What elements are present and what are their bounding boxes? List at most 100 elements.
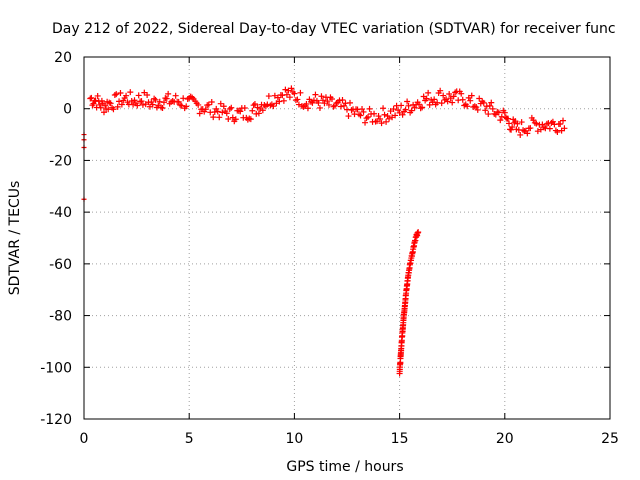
data-point: [303, 100, 310, 107]
data-point: [250, 102, 257, 109]
data-point: [98, 97, 105, 104]
data-point: [546, 125, 553, 132]
data-point: [324, 98, 331, 105]
data-point: [271, 92, 278, 99]
data-point: [377, 115, 384, 122]
data-point: [360, 108, 367, 115]
data-point: [237, 108, 244, 115]
data-point: [446, 91, 453, 98]
data-point: [304, 105, 311, 112]
data-point: [205, 101, 212, 108]
x-tick-label: 25: [601, 431, 619, 447]
data-point: [497, 117, 504, 124]
data-point: [97, 104, 104, 111]
data-point: [100, 109, 107, 116]
data-point: [229, 114, 236, 121]
data-point: [312, 91, 319, 98]
data-point: [517, 131, 524, 138]
x-tick-label: 10: [285, 431, 303, 447]
data-point: [152, 96, 159, 103]
data-point: [321, 100, 328, 107]
data-point: [366, 105, 373, 112]
data-point: [383, 118, 390, 125]
data-point: [474, 106, 481, 113]
data-point: [172, 92, 179, 99]
data-point: [423, 95, 430, 102]
data-point: [485, 111, 492, 118]
data-point: [114, 103, 121, 110]
data-point: [105, 106, 112, 113]
data-point: [116, 98, 123, 105]
y-axis-label: SDTVAR / TECUs: [7, 181, 23, 296]
data-point: [110, 106, 117, 113]
data-point: [202, 106, 209, 113]
y-tick-label: -60: [49, 257, 72, 273]
data-point: [117, 90, 124, 97]
data-point: [123, 92, 130, 99]
data-point: [225, 115, 232, 122]
data-point: [404, 98, 411, 105]
data-point: [467, 97, 474, 104]
data-point: [195, 101, 202, 108]
data-point: [458, 90, 465, 97]
data-point: [217, 100, 224, 107]
data-point: [291, 90, 298, 97]
data-point: [328, 96, 335, 103]
data-point: [405, 102, 412, 109]
data-marks: [81, 85, 568, 377]
data-point: [444, 98, 451, 105]
data-point: [390, 106, 397, 113]
data-point: [118, 101, 125, 108]
data-point: [488, 99, 495, 106]
data-point: [294, 96, 301, 103]
data-point: [347, 99, 354, 106]
data-point: [282, 86, 289, 93]
data-point: [228, 104, 235, 111]
data-point: [138, 98, 145, 105]
data-point: [398, 102, 405, 109]
data-point: [134, 102, 141, 109]
data-point: [357, 112, 364, 119]
data-point: [345, 113, 352, 120]
data-point: [249, 107, 256, 114]
data-point: [318, 93, 325, 100]
data-point: [149, 101, 156, 108]
data-point: [486, 102, 493, 109]
data-point: [88, 94, 95, 101]
data-point: [339, 97, 346, 104]
data-point: [506, 120, 513, 127]
data-point: [151, 95, 158, 102]
data-point: [374, 118, 381, 125]
data-point: [362, 119, 369, 126]
data-point: [127, 89, 134, 96]
y-tick-label: -100: [40, 360, 72, 376]
data-point: [419, 104, 426, 111]
data-point: [183, 103, 190, 110]
data-point: [251, 101, 258, 108]
data-point: [387, 108, 394, 115]
data-point: [415, 229, 422, 236]
data-point: [518, 119, 525, 126]
data-point: [371, 110, 378, 117]
data-point: [325, 101, 332, 108]
data-point: [533, 120, 540, 127]
data-point: [270, 103, 277, 110]
data-point: [365, 113, 372, 120]
data-point: [557, 121, 564, 128]
data-point: [501, 109, 508, 116]
data-point: [255, 110, 262, 117]
data-point: [476, 95, 483, 102]
data-point: [315, 99, 322, 106]
data-point: [480, 99, 487, 106]
data-point: [160, 99, 167, 106]
data-point: [389, 114, 396, 121]
y-tick-label: 0: [63, 102, 72, 118]
data-point: [498, 113, 505, 120]
data-point: [87, 95, 94, 102]
data-point: [520, 127, 527, 134]
data-point: [223, 110, 230, 117]
data-point: [113, 91, 120, 98]
data-point: [210, 114, 217, 121]
data-point: [259, 107, 266, 114]
